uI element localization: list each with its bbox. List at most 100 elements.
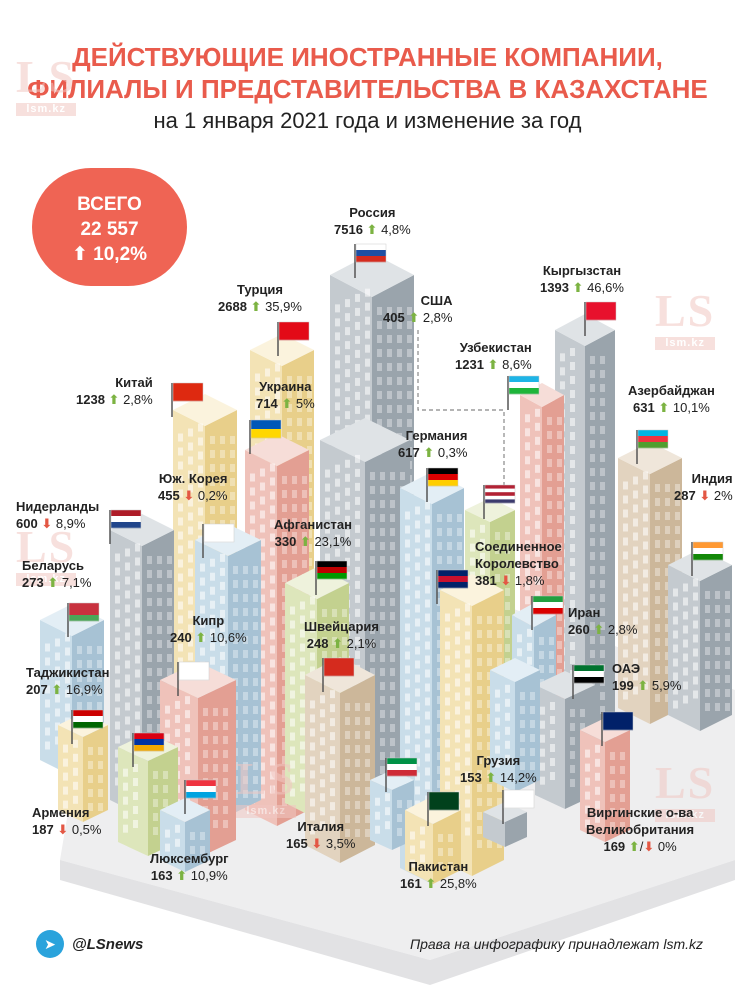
building-window	[355, 335, 360, 344]
building-window	[73, 739, 78, 748]
change-percent: 10,1%	[672, 400, 710, 415]
building-window	[590, 412, 595, 420]
azerbaijan-flag-border	[637, 429, 669, 449]
company-count: 199	[612, 678, 634, 693]
building-window	[370, 472, 375, 480]
building-window	[300, 671, 305, 680]
building-window	[123, 810, 128, 819]
building-window	[655, 568, 660, 576]
building-window	[270, 477, 275, 486]
building-window	[282, 490, 287, 498]
building-window	[125, 674, 130, 683]
building-window	[437, 668, 442, 676]
building-window	[115, 567, 120, 576]
building-window	[390, 612, 395, 620]
building-window	[445, 781, 450, 790]
building-window	[200, 591, 205, 600]
building-window	[342, 637, 347, 645]
country-name: Германия	[405, 428, 468, 443]
building-window	[725, 605, 730, 613]
building-window	[487, 630, 492, 638]
afghanistan-flag	[317, 567, 347, 574]
building-window	[115, 749, 120, 758]
building-window	[77, 702, 82, 710]
country-name: Армения	[32, 805, 90, 820]
building-window	[643, 639, 648, 648]
india-flag	[693, 548, 723, 555]
building-window	[465, 771, 470, 780]
up-arrow-icon: ⬆	[71, 244, 88, 265]
building-roof	[490, 658, 540, 682]
building-window	[63, 786, 68, 795]
down-arrow-icon: ⬇	[496, 573, 512, 588]
uae-flag	[574, 677, 604, 684]
building-window	[65, 689, 70, 698]
building-window	[260, 580, 265, 589]
building-window	[525, 596, 530, 605]
building-window	[540, 734, 545, 743]
country-label: Швейцария 248 ⬆ 2,1%	[304, 618, 379, 652]
building-window	[157, 598, 162, 606]
building-window	[97, 660, 102, 668]
building-window	[643, 471, 648, 480]
building-window	[370, 612, 375, 620]
country-name: Кипр	[192, 613, 225, 628]
watermark-logo: LS lsm.kz	[236, 753, 297, 818]
building-window	[45, 657, 50, 666]
building-window	[270, 631, 275, 640]
building-window	[147, 598, 152, 606]
building-window	[270, 785, 275, 794]
building-window	[425, 599, 430, 608]
building-window	[390, 500, 395, 508]
building-window	[307, 432, 312, 440]
building-window	[535, 492, 540, 501]
uzbekistan-flag	[509, 376, 539, 383]
building-window	[477, 812, 482, 820]
building-window	[282, 700, 287, 708]
building-window	[115, 735, 120, 744]
building-window	[325, 497, 330, 506]
building-window	[465, 813, 470, 822]
building-window	[365, 302, 370, 311]
building-window	[505, 574, 510, 582]
building-window	[275, 363, 280, 372]
building-window	[200, 832, 205, 840]
building-window	[525, 428, 530, 437]
building-window	[405, 609, 410, 618]
building-window	[253, 566, 258, 574]
country-name: Италия	[297, 819, 345, 834]
building-window	[355, 510, 360, 519]
total-badge: ВСЕГО 22 557 ⬆ 10,2%	[32, 168, 187, 286]
building-window	[302, 532, 307, 540]
building-window	[198, 465, 203, 474]
building-window	[547, 529, 552, 537]
bvi-flag-border	[602, 711, 634, 731]
building-window	[300, 783, 305, 792]
building-window	[178, 503, 183, 512]
building-window	[297, 390, 302, 398]
building-window	[725, 675, 730, 683]
telegram-link[interactable]: ➤ @LSnews	[36, 930, 143, 958]
up-arrow-icon: ⬆	[246, 299, 262, 314]
building-window	[380, 668, 385, 676]
up-arrow-icon: ⬆	[654, 400, 670, 415]
building-window	[693, 592, 698, 601]
building-window	[425, 739, 430, 748]
building-window	[253, 692, 258, 700]
building-window	[570, 614, 575, 622]
building-window	[135, 599, 140, 608]
pakistan-flag	[429, 792, 459, 811]
building-window	[415, 520, 420, 529]
building-window	[487, 616, 492, 624]
change-percent: 46,6%	[587, 280, 624, 295]
building-window	[345, 501, 350, 510]
building-window	[167, 556, 172, 564]
building-window	[213, 708, 218, 716]
building-window	[63, 758, 68, 767]
building-window	[270, 771, 275, 780]
building-window	[250, 501, 255, 510]
building-window	[287, 432, 292, 440]
building-window	[77, 660, 82, 668]
building-window	[250, 473, 255, 482]
building-window	[230, 436, 235, 444]
